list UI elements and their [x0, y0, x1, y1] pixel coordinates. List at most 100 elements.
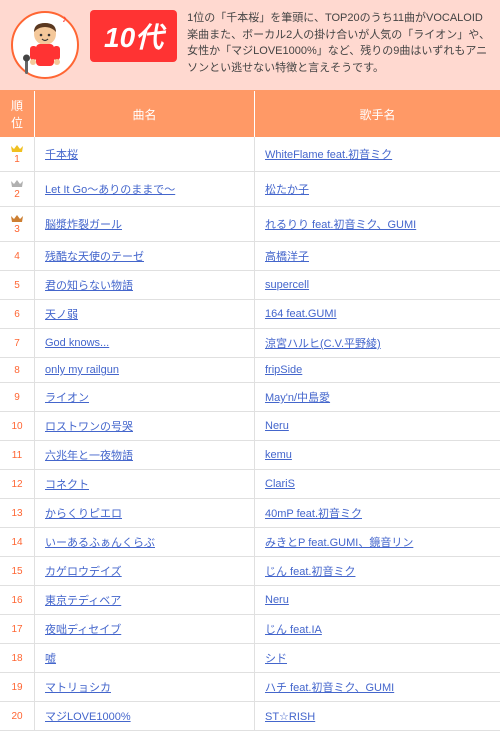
rank-number: 10 [11, 421, 22, 432]
rank-number: 1 [14, 154, 20, 165]
rank-number: 7 [14, 338, 20, 349]
song-link[interactable]: からくりピエロ [45, 508, 122, 520]
artist-link[interactable]: じん feat.IA [265, 624, 322, 636]
song-link[interactable]: ライオン [45, 392, 89, 404]
rank-cell: 19 [0, 673, 35, 702]
song-link[interactable]: 夜咄ディセイブ [45, 624, 121, 636]
song-cell: Let It Go～ありのままで～ [35, 172, 255, 207]
artist-link[interactable]: ClariS [265, 478, 295, 490]
song-cell: 夜咄ディセイブ [35, 615, 255, 644]
song-link[interactable]: いーあるふぁんくらぶ [45, 537, 155, 549]
artist-link[interactable]: fripSide [265, 364, 302, 376]
ranking-table: 順位 曲名 歌手名 1千本桜WhiteFlame feat.初音ミク2Let I… [0, 91, 500, 731]
rank-number: 12 [11, 479, 22, 490]
table-row: 2 Let It Go～ありのままで～ 松たか子 [0, 172, 500, 207]
table-row: 15 カゲロウデイズ じん feat.初音ミク [0, 557, 500, 586]
song-link[interactable]: 六兆年と一夜物語 [45, 450, 133, 462]
artist-link[interactable]: じん feat.初音ミク [265, 566, 355, 578]
song-link[interactable]: Let It Go～ありのままで～ [45, 184, 175, 196]
artist-cell: じん feat.初音ミク [255, 557, 500, 586]
rank-cell: 3 [0, 207, 35, 242]
table-row: 8 only my railgun fripSide [0, 358, 500, 383]
artist-cell: Neru [255, 586, 500, 615]
song-link[interactable]: 残酷な天使のテーゼ [45, 251, 144, 263]
song-cell: コネクト [35, 470, 255, 499]
rank-cell: 7 [0, 329, 35, 358]
artist-cell: WhiteFlame feat.初音ミク [255, 137, 500, 172]
song-link[interactable]: マジLOVE1000% [45, 711, 131, 723]
rank-number: 14 [11, 537, 22, 548]
table-row: 12 コネクト ClariS [0, 470, 500, 499]
artist-cell: みきとP feat.GUMI、鏡音リン [255, 528, 500, 557]
artist-link[interactable]: ST☆RISH [265, 711, 315, 723]
artist-link[interactable]: れるりり feat.初音ミク、GUMI [265, 219, 416, 231]
rank-cell: 9 [0, 383, 35, 412]
song-link[interactable]: カゲロウデイズ [45, 566, 122, 578]
rank-cell: 2 [0, 172, 35, 207]
song-link[interactable]: 脳漿炸裂ガール [45, 219, 122, 231]
artist-link[interactable]: 涼宮ハルヒ(C.V.平野綾) [265, 338, 381, 350]
rank-number: 2 [14, 189, 20, 200]
rank-number: 3 [14, 224, 20, 235]
artist-link[interactable]: Neru [265, 594, 289, 606]
artist-link[interactable]: supercell [265, 279, 309, 291]
song-link[interactable]: 千本桜 [45, 149, 78, 161]
rank-cell: 14 [0, 528, 35, 557]
rank-number: 16 [11, 595, 22, 606]
song-link[interactable]: God knows... [45, 337, 109, 349]
artist-link[interactable]: kemu [265, 449, 292, 461]
artist-link[interactable]: WhiteFlame feat.初音ミク [265, 149, 392, 161]
table-row: 5君の知らない物語supercell [0, 271, 500, 300]
artist-link[interactable]: シド [265, 653, 287, 665]
rank-number: 20 [11, 711, 22, 722]
rank-cell: 17 [0, 615, 35, 644]
song-cell: only my railgun [35, 358, 255, 383]
artist-cell: 涼宮ハルヒ(C.V.平野綾) [255, 329, 500, 358]
song-link[interactable]: ロストワンの号哭 [45, 421, 133, 433]
header-description: 1位の「千本桜」を筆頭に、TOP20のうち11曲がVOCALOID楽曲また、ボー… [187, 10, 490, 76]
table-row: 18 嘘 シド [0, 644, 500, 673]
song-link[interactable]: マトリョシカ [45, 682, 111, 694]
rank-number: 4 [14, 251, 20, 262]
artist-link[interactable]: 松たか子 [265, 184, 309, 196]
song-cell: 東京テディベア [35, 586, 255, 615]
rank-number: 15 [11, 566, 22, 577]
rank-number: 8 [14, 365, 20, 376]
song-cell: からくりピエロ [35, 499, 255, 528]
rank-cell: 4 [0, 242, 35, 271]
artist-link[interactable]: Neru [265, 420, 289, 432]
song-link[interactable]: コネクト [45, 479, 89, 491]
artist-link[interactable]: ハチ feat.初音ミク、GUMI [265, 682, 394, 694]
artist-cell: じん feat.IA [255, 615, 500, 644]
rank-number: 11 [12, 450, 22, 461]
artist-cell: ST☆RISH [255, 702, 500, 731]
song-cell: いーあるふぁんくらぶ [35, 528, 255, 557]
rank-cell: 20 [0, 702, 35, 731]
artist-link[interactable]: みきとP feat.GUMI、鏡音リン [265, 537, 413, 549]
artist-cell: 164 feat.GUMI [255, 300, 500, 329]
artist-cell: 40mP feat.初音ミク [255, 499, 500, 528]
artist-cell: May'n/中島愛 [255, 383, 500, 412]
artist-cell: Neru [255, 412, 500, 441]
song-cell: 脳漿炸裂ガール [35, 207, 255, 242]
song-link[interactable]: 天ノ弱 [45, 309, 78, 321]
artist-link[interactable]: 高橋洋子 [265, 251, 309, 263]
rank-number: 17 [11, 624, 22, 635]
rank-cell: 16 [0, 586, 35, 615]
rank-cell: 12 [0, 470, 35, 499]
table-row: 17 夜咄ディセイブ じん feat.IA [0, 615, 500, 644]
rank-cell: 8 [0, 358, 35, 383]
artist-link[interactable]: May'n/中島愛 [265, 392, 330, 404]
song-cell: ライオン [35, 383, 255, 412]
artist-link[interactable]: 40mP feat.初音ミク [265, 508, 362, 520]
song-link[interactable]: only my railgun [45, 364, 119, 376]
song-cell: God knows... [35, 329, 255, 358]
song-link[interactable]: 東京テディベア [45, 595, 121, 607]
song-cell: 嘘 [35, 644, 255, 673]
artist-link[interactable]: 164 feat.GUMI [265, 308, 337, 320]
song-link[interactable]: 嘘 [45, 653, 56, 665]
table-row: 6天ノ弱164 feat.GUMI [0, 300, 500, 329]
song-link[interactable]: 君の知らない物語 [45, 280, 133, 292]
rank-number: 18 [11, 653, 22, 664]
table-row: 11 六兆年と一夜物語 kemu [0, 441, 500, 470]
